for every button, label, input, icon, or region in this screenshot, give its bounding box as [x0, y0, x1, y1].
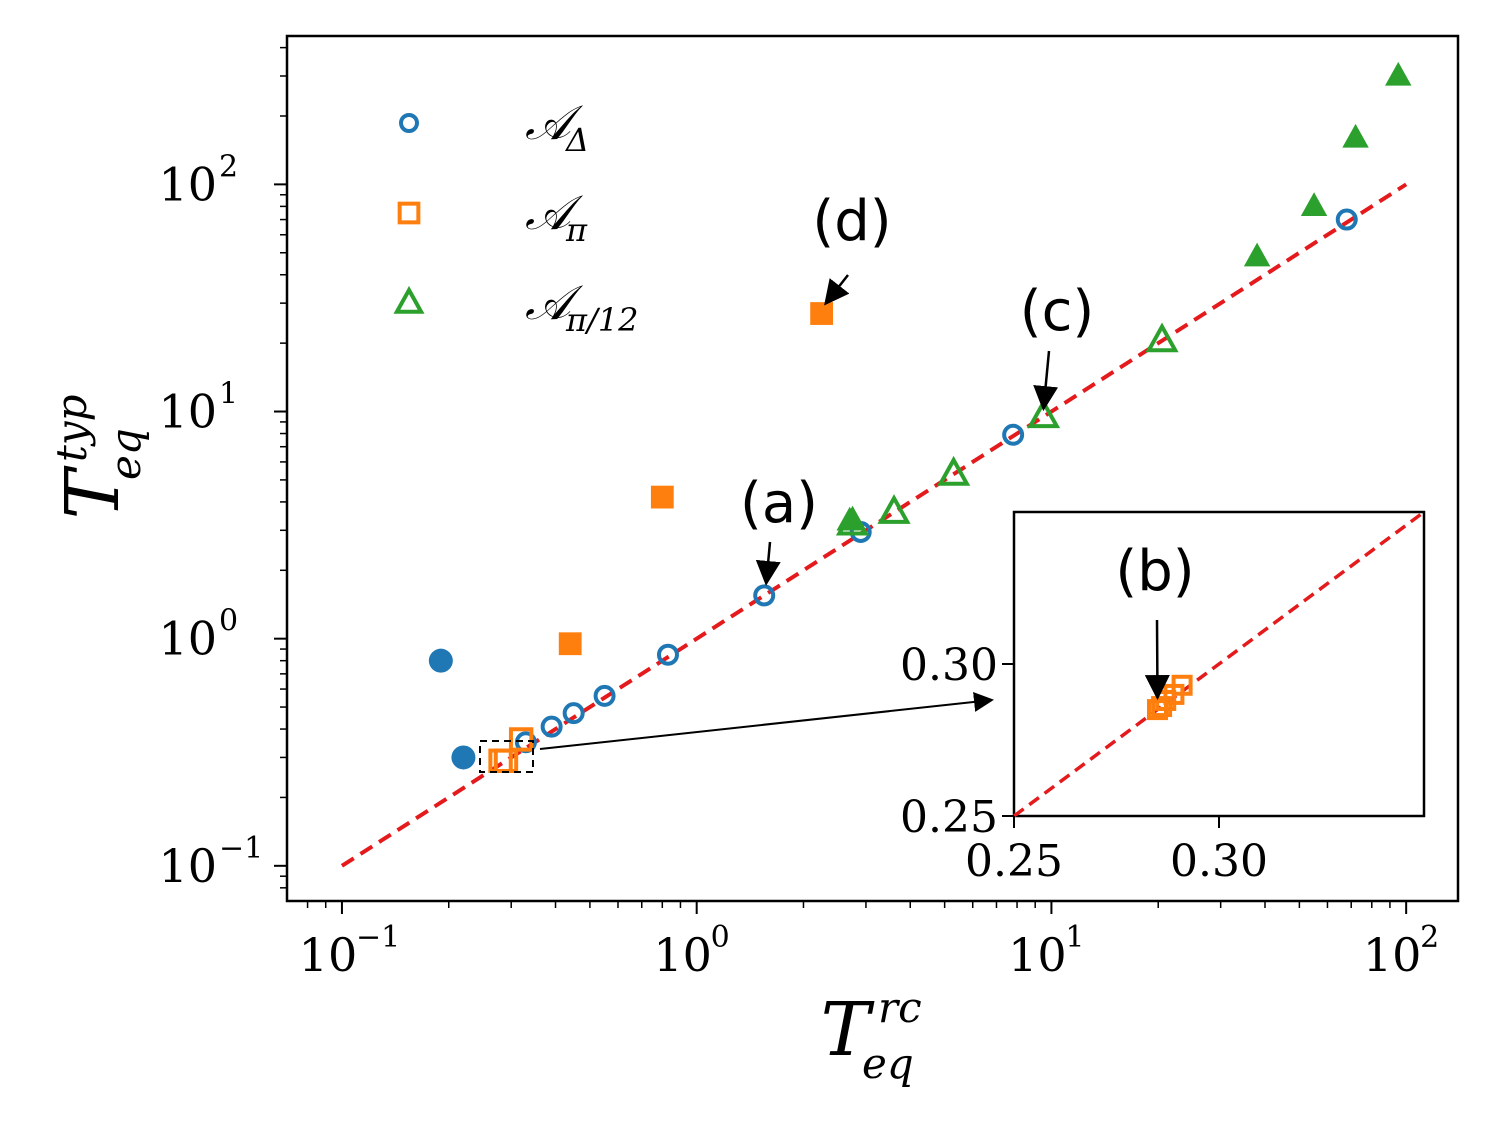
inset-y-tick-label: 0.25 [900, 792, 998, 843]
annotation-b: (b) [1115, 539, 1194, 604]
y-tick-label: 10 [158, 157, 217, 211]
y-tick-label: 10 [158, 612, 217, 666]
data-point-a-pi12-filled [1300, 192, 1328, 216]
y-tick-exponent: 1 [219, 377, 238, 412]
data-point-a-pi12-filled [836, 506, 863, 531]
legend-label-sub: π [565, 211, 588, 249]
annotation-b-arrow [1144, 619, 1170, 701]
data-point-a-pi-filled [650, 485, 674, 509]
inset-plot: 0.25 0.30 0.25 0.30 (b) [900, 510, 1426, 887]
data-point-a-delta-filled [451, 745, 476, 770]
zoom-arrow [539, 691, 994, 750]
annotation-d-arrow [824, 274, 850, 306]
inset-x-tick-label: 0.25 [965, 836, 1063, 887]
data-point-a-delta [1335, 208, 1358, 231]
x-tick-exponent: 0 [711, 920, 730, 955]
reference-line [340, 182, 1408, 868]
data-point-a-pi12 [877, 494, 911, 524]
x-tick-label: 10 [653, 928, 712, 982]
data-point-a-delta [593, 684, 616, 707]
x-tick-label: 10 [1363, 928, 1422, 982]
inset-data-point [1171, 674, 1193, 696]
x-axis-label-sup: rc [878, 983, 922, 1032]
data-point-a-delta [1002, 423, 1025, 446]
data-point-a-pi [508, 727, 534, 752]
legend-label-sub: π/12 [565, 301, 639, 339]
data-point-a-pi-filled [558, 632, 582, 656]
x-tick-label: 10 [1008, 928, 1067, 982]
annotation-c-arrow [1033, 350, 1059, 412]
x-tick-label: 10 [299, 928, 358, 982]
inset-reference-line [1012, 510, 1426, 818]
y-tick-exponent: 2 [219, 149, 238, 184]
data-point-a-delta [562, 702, 585, 725]
data-point-a-pi12-filled [1385, 61, 1412, 86]
data-point-a-pi12-filled [1342, 123, 1369, 148]
data-point-a-pi-filled [810, 302, 834, 325]
data-point-a-delta [656, 643, 679, 666]
inset-y-tick-label: 0.30 [900, 640, 998, 691]
legend-marker-square [397, 201, 421, 225]
y-tick-exponent: 0 [219, 604, 238, 639]
zoom-box [479, 740, 534, 773]
plot-frame [285, 34, 1460, 903]
y-tick-exponent: −1 [219, 831, 263, 866]
data-point-a-delta [540, 715, 563, 738]
data-point-a-pi [493, 748, 519, 773]
x-tick-exponent: 2 [1420, 920, 1439, 955]
legend-marker-circle [399, 113, 419, 133]
data-point-a-pi12-filled [1243, 242, 1271, 267]
annotation-a-arrow [755, 541, 781, 586]
x-tick-exponent: −1 [356, 920, 400, 955]
inset-x-tick-label: 0.30 [1170, 836, 1268, 887]
data-point-a-pi12 [936, 455, 971, 486]
annotation-a: (a) [740, 471, 818, 536]
data-point-a-pi12 [1026, 398, 1061, 429]
data-point-a-delta [753, 584, 776, 607]
data-point-a-pi12 [1145, 322, 1179, 353]
x-axis-label-sub: eq [862, 1039, 914, 1088]
y-axis-label-sup: typ [47, 395, 96, 463]
annotation-c: (c) [1020, 279, 1094, 344]
data-point-a-delta-filled [428, 648, 453, 673]
y-axis-label: T [50, 465, 136, 519]
y-tick-label: 10 [158, 385, 217, 439]
y-axis-label-sub: eq [101, 428, 150, 480]
x-tick-exponent: 1 [1065, 920, 1084, 955]
x-axis-label: T [821, 987, 875, 1073]
legend-label-sub: Δ [564, 121, 589, 159]
annotation-d: (d) [812, 189, 891, 254]
legend-marker-triangle [393, 285, 425, 314]
y-tick-label: 10 [158, 839, 217, 893]
